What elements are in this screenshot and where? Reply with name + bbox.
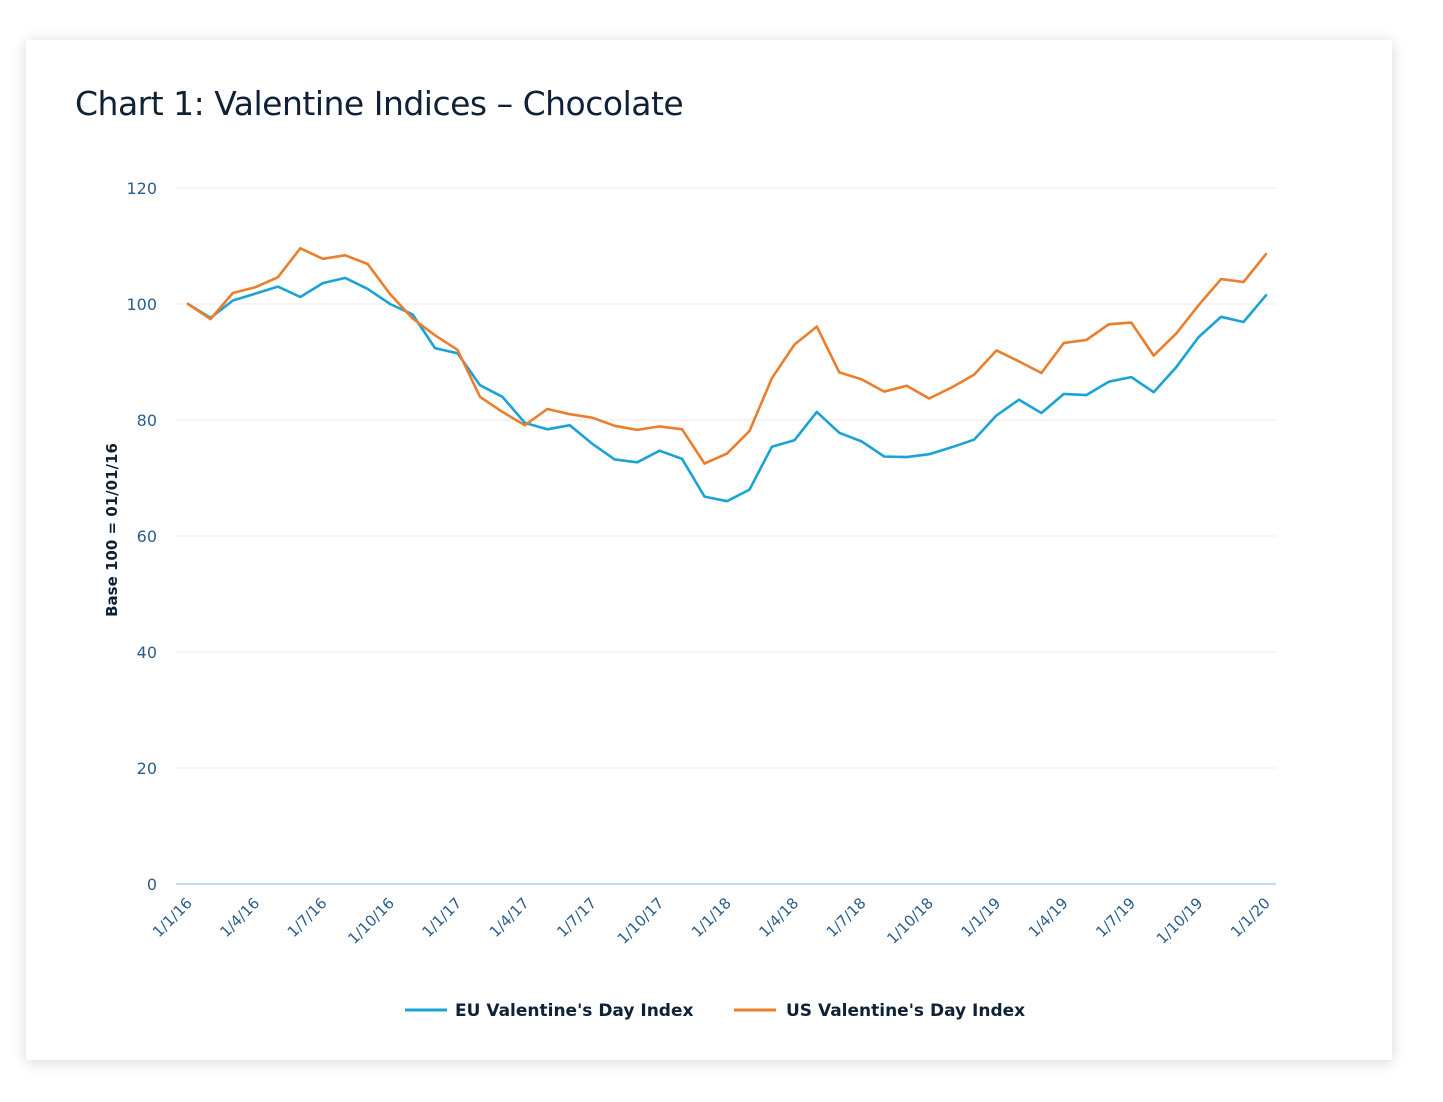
x-tick-label: 1/10/16 bbox=[344, 894, 398, 948]
x-tick-label: 1/1/20 bbox=[1227, 894, 1274, 941]
gridlines bbox=[176, 187, 1276, 769]
x-tick-label: 1/4/16 bbox=[216, 894, 263, 941]
y-tick-label: 20 bbox=[137, 759, 157, 778]
x-axis-ticks: 1/1/16 1/4/16 1/7/16 1/10/16 1/1/17 1/4/17 1/7… bbox=[149, 894, 1274, 948]
x-tick-label: 1/7/19 bbox=[1092, 894, 1139, 941]
x-tick-label: 1/4/17 bbox=[486, 894, 533, 941]
x-tick-label: 1/1/17 bbox=[418, 894, 465, 941]
y-tick-label: 40 bbox=[137, 643, 157, 662]
legend: EU Valentine's Day Index US Valentine's D… bbox=[405, 1001, 1025, 1021]
x-tick-label: 1/1/16 bbox=[149, 894, 196, 941]
x-tick-label: 1/1/19 bbox=[957, 894, 1004, 941]
y-tick-label: 60 bbox=[137, 527, 157, 546]
legend-label: US Valentine's Day Index bbox=[786, 1001, 1025, 1021]
y-tick-label: 0 bbox=[147, 875, 157, 894]
x-tick-label: 1/7/18 bbox=[823, 894, 870, 941]
chart-title: Chart 1: Valentine Indices – Chocolate bbox=[75, 84, 684, 123]
x-tick-label: 1/10/18 bbox=[883, 894, 937, 948]
x-tick-label: 1/10/19 bbox=[1153, 894, 1207, 948]
y-axis-label: Base 100 = 01/01/16 bbox=[103, 443, 121, 617]
legend-label: EU Valentine's Day Index bbox=[455, 1001, 694, 1021]
series-lines bbox=[186, 247, 1268, 503]
chart-card: Chart 1: Valentine Indices – Chocolate bbox=[26, 40, 1392, 1060]
x-tick-label: 1/1/18 bbox=[688, 894, 735, 941]
x-tick-label: 1/4/19 bbox=[1025, 894, 1072, 941]
y-tick-label: 80 bbox=[137, 411, 157, 430]
x-tick-label: 1/10/17 bbox=[614, 894, 668, 948]
y-axis-ticks: 0 20 40 60 80 100 120 bbox=[126, 179, 157, 894]
series-line-us bbox=[186, 247, 1268, 465]
series-line-eu bbox=[186, 276, 1268, 503]
x-tick-label: 1/4/18 bbox=[755, 894, 802, 941]
x-tick-label: 1/7/16 bbox=[284, 894, 331, 941]
x-tick-label: 1/7/17 bbox=[553, 894, 600, 941]
y-tick-label: 120 bbox=[126, 179, 157, 198]
y-tick-label: 100 bbox=[126, 295, 157, 314]
